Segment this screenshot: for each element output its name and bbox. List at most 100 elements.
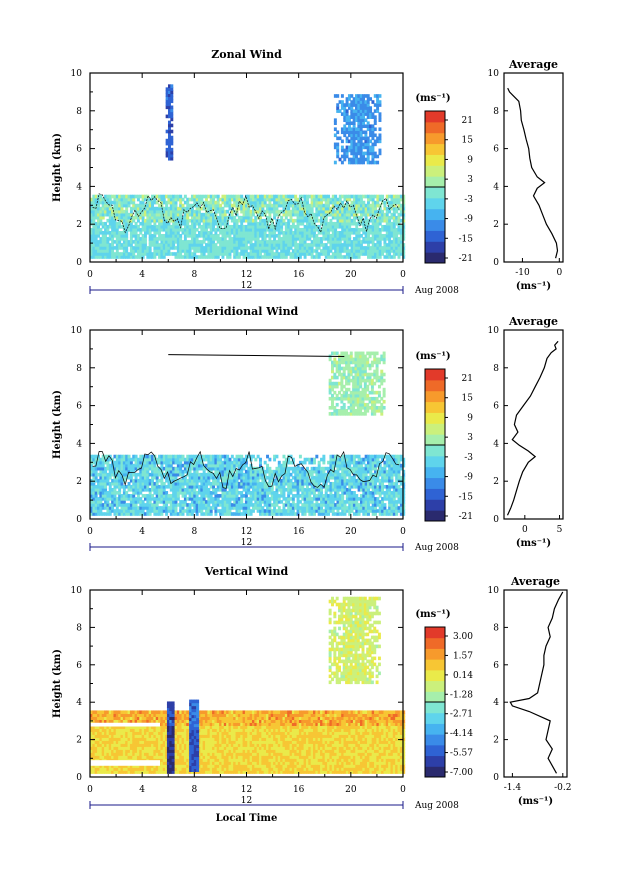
heatmap-cell [261, 194, 265, 199]
heatmap-cell [190, 457, 194, 462]
heatmap-cell [359, 484, 363, 489]
heatmap-cell [296, 224, 300, 229]
heatmap-cell [367, 466, 370, 471]
heatmap-cell [359, 215, 363, 220]
heatmap-cell [355, 237, 359, 241]
heatmap-cell [247, 237, 251, 241]
heatmap-cell [390, 243, 394, 247]
heatmap-cell [165, 96, 169, 101]
heatmap-cell [122, 249, 126, 253]
heatmap-cell [172, 203, 176, 208]
heatmap-cell [369, 203, 373, 208]
heatmap-cell [122, 197, 126, 202]
heatmap-cell [174, 215, 178, 220]
heatmap-cell [118, 457, 122, 462]
heatmap-cell [343, 209, 347, 214]
heatmap-cell [90, 466, 93, 471]
heatmap-cell [334, 472, 338, 477]
heatmap-cell [167, 108, 171, 113]
heatmap-cell [261, 255, 265, 259]
heatmap-cell [139, 249, 143, 253]
heatmap-cell [202, 194, 206, 199]
heatmap-cell [240, 466, 244, 471]
heatmap-cell [115, 500, 119, 504]
heatmap-cell [108, 246, 112, 250]
heatmap-cell [261, 243, 265, 247]
heatmap-cell [132, 218, 136, 223]
heatmap-cell [188, 463, 192, 468]
heatmap-cell [223, 215, 227, 220]
heatmap-cell [247, 215, 251, 220]
heatmap-cell [174, 255, 178, 259]
heatmap-cell [280, 252, 284, 256]
heatmap-cell [313, 237, 316, 241]
heatmap-cell [111, 227, 115, 232]
heatmap-cell [106, 209, 110, 214]
heatmap-cell [355, 243, 359, 247]
heatmap-cell [205, 224, 208, 229]
heatmap-cell [235, 472, 239, 477]
heatmap-cell [343, 488, 347, 492]
heatmap-cell [369, 500, 373, 504]
heatmap-cell [136, 237, 140, 241]
heatmap-cell [364, 109, 368, 113]
heatmap-cell [268, 469, 272, 474]
heatmap-cell [343, 231, 347, 235]
heatmap-cell [90, 512, 93, 516]
heatmap-cell [237, 231, 241, 235]
heatmap-cell [397, 231, 401, 235]
heatmap-cell [205, 231, 208, 235]
heatmap-cell [310, 503, 314, 507]
heatmap-cell [343, 249, 347, 253]
heatmap-cell [94, 494, 98, 498]
heatmap-cell [399, 237, 403, 241]
heatmap-cell [256, 469, 260, 474]
heatmap-cell [158, 491, 162, 495]
heatmap-cell [228, 224, 232, 229]
heatmap-cell [371, 206, 375, 211]
heatmap-cell [125, 237, 129, 241]
heatmap-cell [256, 224, 260, 229]
heatmap-cell [186, 509, 190, 513]
heatmap-cell [219, 494, 223, 498]
heatmap-cell [350, 160, 354, 165]
heatmap-cell [106, 231, 110, 235]
heatmap-cell [367, 497, 370, 501]
heatmap-cell [350, 151, 354, 156]
heatmap-cell [160, 215, 164, 220]
heatmap-cell [373, 139, 377, 144]
heatmap-cell [146, 209, 150, 214]
heatmap-cell [256, 255, 260, 259]
heatmap-cell [136, 243, 140, 247]
heatmap-cell [315, 224, 319, 229]
heatmap-cell [94, 215, 98, 220]
heatmap-cell [240, 503, 244, 507]
heatmap-cell [193, 509, 197, 513]
heatmap-cell [320, 206, 323, 211]
heatmap-cell [399, 243, 403, 247]
heatmap-cell [364, 112, 368, 116]
heatmap-cell [291, 484, 295, 489]
heatmap-cell [129, 478, 133, 483]
heatmap-cell [331, 237, 335, 241]
heatmap-cell [216, 240, 220, 244]
heatmap-cell [219, 463, 223, 468]
colorbar-swatch [425, 187, 445, 199]
heatmap-cell [263, 481, 267, 486]
heatmap-cell [282, 509, 286, 513]
heatmap-cell [97, 463, 100, 468]
heatmap-cell [129, 240, 133, 244]
heatmap-cell [249, 200, 253, 205]
heatmap-cell [143, 221, 147, 226]
heatmap-cell [289, 212, 293, 217]
heatmap-cell [371, 130, 375, 135]
heatmap-cell [165, 105, 169, 110]
heatmap-cell [305, 488, 309, 492]
heatmap-cell [402, 234, 406, 238]
heatmap-cell [345, 194, 349, 199]
heatmap-cell [193, 221, 197, 226]
heatmap-cell [350, 478, 354, 483]
heatmap-cell [338, 494, 342, 498]
heatmap-cell [322, 460, 326, 465]
